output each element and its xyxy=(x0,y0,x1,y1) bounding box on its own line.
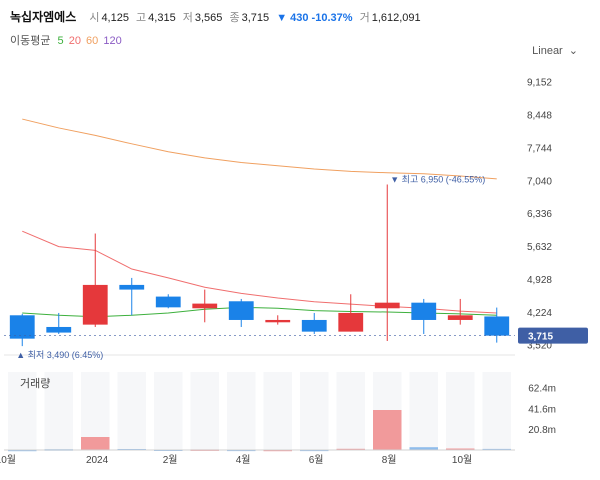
candle-body xyxy=(411,302,437,320)
ma60-line xyxy=(22,118,497,180)
chevron-down-icon: ⌄ xyxy=(568,45,578,57)
current-price-label: 3,715 xyxy=(528,332,553,343)
y-tick-label: 4,224 xyxy=(527,308,552,319)
volume-bar xyxy=(409,447,438,450)
low-annotation: ▲ 최저 3,490 (6.45%) xyxy=(16,350,103,360)
ma-5: 5 xyxy=(57,35,64,47)
scale-dropdown[interactable]: Linear ⌄ xyxy=(532,44,578,57)
ma-label: 이동평균 xyxy=(10,35,51,47)
volume-column xyxy=(482,372,511,450)
close-value: 3,715 xyxy=(241,12,270,24)
y-tick-label: 8,448 xyxy=(527,110,552,121)
candle-body xyxy=(484,316,510,336)
x-tick-label: 10월 xyxy=(452,454,472,466)
volume-column xyxy=(117,372,146,450)
volume-value: 1,612,091 xyxy=(371,12,421,24)
x-tick-label: 6월 xyxy=(309,454,324,466)
open-label: 시 xyxy=(89,12,100,24)
candle-body xyxy=(192,303,218,309)
volume-column xyxy=(8,372,37,450)
volume-label: 거 xyxy=(359,12,370,24)
scale-label: Linear xyxy=(532,45,563,57)
volume-bar xyxy=(446,448,475,450)
volume-column xyxy=(446,372,475,450)
current-price-badge xyxy=(518,327,588,344)
moving-average-legend[interactable]: 이동평균 5 20 60 120 xyxy=(10,32,122,48)
candle-body xyxy=(155,296,181,308)
volume-column xyxy=(154,372,183,450)
ma-60: 60 xyxy=(86,35,99,47)
quote-header: 녹십자엠에스 시 4,125 고 4,315 저 3,565 종 3,715 ▼ 430… xyxy=(10,8,421,25)
x-tick-label: 4월 xyxy=(236,454,251,466)
x-tick-label: 10월 xyxy=(0,454,16,466)
candle-body xyxy=(374,302,400,309)
low-label: 저 xyxy=(182,12,193,24)
y-tick-label: 7,040 xyxy=(527,176,552,187)
high-value: 4,315 xyxy=(148,12,176,24)
volume-column xyxy=(336,372,365,450)
candle-body xyxy=(265,319,291,323)
volume-column xyxy=(227,372,256,450)
volume-title: 거래량 xyxy=(20,377,50,390)
candle-body xyxy=(447,315,473,320)
candle-body xyxy=(82,284,108,325)
volume-bar xyxy=(373,410,402,450)
y-tick-label: 3,520 xyxy=(527,341,552,352)
ma-20: 20 xyxy=(68,35,81,47)
stock-name: 녹십자엠에스 xyxy=(10,10,77,24)
volume-column xyxy=(409,372,438,450)
candle-body xyxy=(338,312,364,332)
y-tick-label: 9,152 xyxy=(527,78,552,89)
candle-body xyxy=(228,301,254,320)
y-tick-label: 4,928 xyxy=(527,275,552,286)
x-tick-label: 8월 xyxy=(382,454,397,466)
y-tick-label: 5,632 xyxy=(527,242,552,253)
volume-tick-label: 20.8m xyxy=(528,425,556,436)
y-tick-label: 7,744 xyxy=(527,143,552,154)
ma-120: 120 xyxy=(103,35,122,47)
volume-column xyxy=(300,372,329,450)
candle-body xyxy=(301,319,327,332)
change-value: ▼ 430 -10.37% xyxy=(276,12,353,24)
x-tick-label: 2024 xyxy=(86,455,109,466)
candle-body xyxy=(46,326,72,333)
x-tick-label: 2월 xyxy=(163,454,178,466)
volume-column xyxy=(44,372,73,450)
volume-bar xyxy=(81,437,110,450)
high-annotation: ▼ 최고 6,950 (-46.55%) xyxy=(390,174,485,184)
open-value: 4,125 xyxy=(101,12,129,24)
candle-body xyxy=(9,315,35,339)
volume-tick-label: 41.6m xyxy=(528,404,556,415)
volume-tick-label: 62.4m xyxy=(528,384,556,395)
y-tick-label: 6,336 xyxy=(527,209,552,220)
candle-body xyxy=(119,284,145,290)
volume-column xyxy=(263,372,292,450)
low-value: 3,565 xyxy=(194,12,223,24)
close-label: 종 xyxy=(229,12,240,24)
high-label: 고 xyxy=(136,12,147,24)
volume-column xyxy=(190,372,219,450)
